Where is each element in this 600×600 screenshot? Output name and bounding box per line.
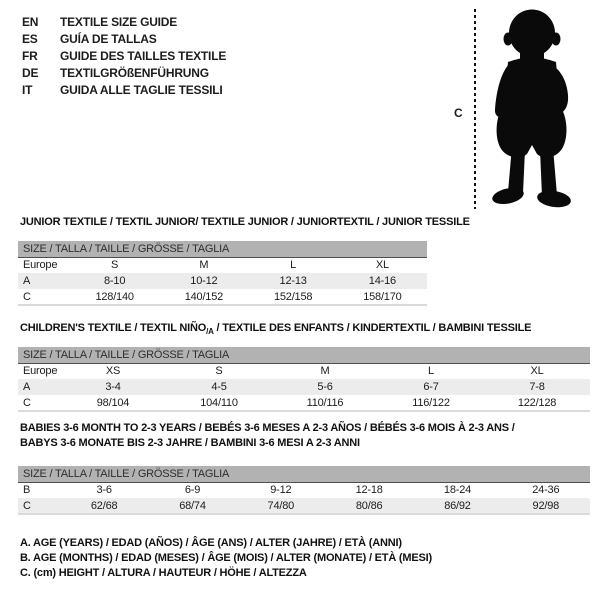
row-label: B [23, 484, 31, 497]
height-cell: 140/152 [184, 290, 224, 303]
height-cell: 152/158 [273, 290, 313, 303]
age-cell: 7-8 [529, 381, 545, 393]
table-row: Europe XS S M L XL [18, 363, 590, 379]
title-line-2: BABYS 3-6 MONATE BIS 2-3 JAHRE / BAMBINI… [20, 437, 360, 449]
height-cell: 110/116 [306, 396, 344, 409]
language-code: EN [22, 14, 39, 29]
legend-line-a: A. AGE (YEARS) / EDAD (AÑOS) / ÂGE (ANS)… [20, 537, 402, 549]
children-size-table: SIZE / TALLA / TAILLE / GRÖSSE / TAGLIA … [18, 347, 590, 412]
age-cell: 6-7 [423, 381, 439, 393]
babies-table-title: BABIES 3-6 MONTH TO 2-3 YEARS / BEBÉS 3-… [20, 421, 515, 451]
language-list: EN TEXTILE SIZE GUIDE ES GUÍA DE TALLAS … [22, 13, 226, 98]
language-title: GUIDE DES TAILLES TEXTILE [60, 48, 227, 63]
babies-size-table: SIZE / TALLA / TAILLE / GRÖSSE / TAGLIA … [18, 466, 590, 515]
height-cell: 122/128 [517, 396, 557, 409]
legend: A. AGE (YEARS) / EDAD (AÑOS) / ÂGE (ANS)… [20, 536, 432, 581]
age-cell: 3-6 [96, 484, 113, 497]
title-text: CHILDREN'S TEXTILE / TEXTIL NIÑO [20, 322, 207, 334]
age-cell: 12-18 [355, 484, 383, 497]
height-cell: 158/170 [363, 290, 402, 303]
row-label: C [23, 290, 31, 303]
height-cell: 74/80 [267, 499, 295, 512]
table-row: C 98/104 104/110 110/116 116/122 122/128 [18, 395, 590, 411]
height-cell: 116/122 [412, 396, 450, 409]
height-cell: 62/68 [90, 499, 118, 512]
height-cell: 86/92 [444, 499, 471, 512]
language-title: GUIDA ALLE TAGLIE TESSILI [60, 82, 223, 97]
table-row: A 3-4 4-5 5-6 6-7 7-8 [18, 379, 590, 395]
height-cell: 104/110 [200, 396, 238, 409]
row-label: Europe [23, 259, 58, 272]
list-item: DE TEXTILGRÖßENFÜHRUNG [22, 64, 226, 81]
children-table-title: CHILDREN'S TEXTILE / TEXTIL NIÑO/A / TEX… [20, 321, 532, 339]
size-header-cell: SIZE / TALLA / TAILLE / GRÖSSE / TAGLIA [18, 466, 590, 483]
size-cell: XS [105, 365, 121, 378]
title-line-1: BABIES 3-6 MONTH TO 2-3 YEARS / BEBÉS 3-… [20, 422, 515, 434]
toddler-silhouette-icon [492, 9, 571, 208]
title-text: / TEXTILE DES ENFANTS / KINDERTEXTIL / B… [213, 322, 532, 334]
language-title: GUÍA DE TALLAS [60, 31, 157, 46]
age-cell: 8-10 [104, 275, 126, 287]
size-cell: XL [530, 365, 544, 378]
row-label: A [23, 381, 31, 393]
size-cell: L [428, 365, 434, 378]
height-measure-label: C [454, 106, 463, 120]
height-cell: 128/140 [95, 290, 134, 303]
legend-line-c: C. (cm) HEIGHT / ALTURA / HAUTEUR / HÖHE… [20, 567, 307, 579]
height-dashed-line [474, 9, 476, 209]
size-cell: S [111, 259, 119, 272]
age-cell: 4-5 [211, 381, 227, 393]
row-label: C [23, 499, 31, 512]
list-item: FR GUIDE DES TAILLES TEXTILE [22, 47, 226, 64]
language-code: IT [22, 82, 33, 97]
table-header-row: SIZE / TALLA / TAILLE / GRÖSSE / TAGLIA [18, 347, 590, 364]
age-cell: 18-24 [443, 484, 472, 497]
row-label: Europe [23, 365, 58, 378]
age-cell: 9-12 [270, 484, 292, 497]
junior-table-title: JUNIOR TEXTILE / TEXTIL JUNIOR/ TEXTILE … [20, 216, 470, 228]
language-code: ES [22, 31, 38, 46]
language-title: TEXTILE SIZE GUIDE [60, 14, 178, 29]
table-row: C 62/68 68/74 74/80 80/86 86/92 92/98 [18, 498, 590, 514]
language-code: FR [22, 48, 38, 63]
age-cell: 24-36 [532, 484, 560, 497]
size-header-cell: SIZE / TALLA / TAILLE / GRÖSSE / TAGLIA [18, 347, 590, 364]
language-code: DE [22, 65, 39, 80]
table-row: C 128/140 140/152 152/158 158/170 [18, 289, 427, 305]
table-header-row: SIZE / TALLA / TAILLE / GRÖSSE / TAGLIA [18, 466, 590, 483]
age-cell: 14-16 [368, 275, 396, 287]
size-cell: XL [375, 259, 389, 272]
age-cell: 6-9 [184, 484, 201, 497]
table-row: B 3-6 6-9 9-12 12-18 18-24 24-36 [18, 482, 590, 498]
title-subscript: /A [206, 327, 214, 337]
size-cell: M [320, 365, 330, 378]
age-cell: 12-13 [279, 275, 307, 287]
size-cell: L [290, 259, 297, 272]
height-cell: 80/86 [355, 499, 383, 512]
list-item: IT GUIDA ALLE TAGLIE TESSILI [22, 81, 226, 98]
height-cell: 92/98 [532, 499, 560, 512]
height-cell: 68/74 [179, 499, 206, 512]
legend-line-b: B. AGE (MONTHS) / EDAD (MESES) / ÂGE (MO… [20, 552, 432, 564]
age-cell: 10-12 [190, 275, 218, 287]
list-item: ES GUÍA DE TALLAS [22, 30, 226, 47]
table-row: Europe S M L XL [18, 257, 427, 273]
height-cell: 98/104 [96, 396, 130, 409]
junior-size-table: SIZE / TALLA / TAILLE / GRÖSSE / TAGLIA … [18, 241, 427, 306]
row-label: C [23, 396, 31, 409]
list-item: EN TEXTILE SIZE GUIDE [22, 13, 226, 30]
age-cell: 3-4 [105, 381, 121, 393]
size-header-cell: SIZE / TALLA / TAILLE / GRÖSSE / TAGLIA [18, 241, 427, 258]
table-header-row: SIZE / TALLA / TAILLE / GRÖSSE / TAGLIA [18, 241, 427, 258]
language-title: TEXTILGRÖßENFÜHRUNG [60, 65, 209, 80]
age-cell: 5-6 [317, 381, 333, 393]
row-label: A [23, 275, 31, 287]
table-row: A 8-10 10-12 12-13 14-16 [18, 273, 427, 289]
size-cell: S [215, 365, 223, 378]
size-cell: M [199, 259, 209, 272]
